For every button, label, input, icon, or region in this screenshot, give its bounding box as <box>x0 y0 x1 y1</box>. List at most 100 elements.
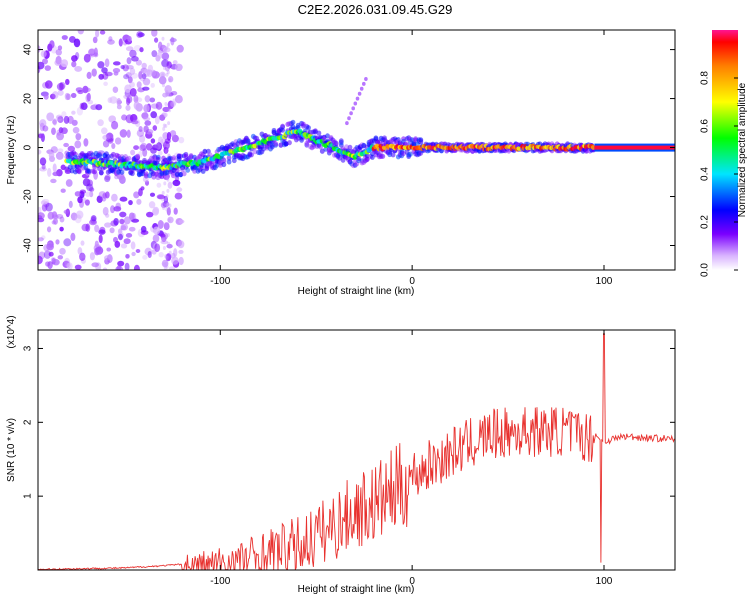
spectrogram-cell <box>150 82 155 88</box>
spectrogram-cell <box>119 129 128 138</box>
spectrogram-cell <box>95 104 103 111</box>
spectrogram-cell <box>57 148 64 153</box>
spectrogram-cell <box>165 145 169 150</box>
spectrogram-cell <box>111 193 118 202</box>
spectrogram-cell <box>161 36 165 41</box>
spectrogram-cell <box>165 222 169 227</box>
spectrogram-cell <box>165 264 169 269</box>
spectrogram-cell <box>166 188 170 193</box>
spectrogram-cell <box>84 199 90 206</box>
spectrogram-cell <box>155 142 162 152</box>
spectrogram-cell <box>57 89 64 96</box>
spectrogram-cell <box>136 81 142 89</box>
spectrogram-cell <box>125 72 132 78</box>
spectrogram-cell <box>141 73 147 80</box>
spectrogram-cell <box>119 218 125 225</box>
spectrogram-cell <box>51 211 58 218</box>
spectrogram-cell <box>138 71 143 80</box>
spectrogram-cell <box>55 151 64 160</box>
spectrogram-cell <box>102 140 110 148</box>
spectrogram-cell <box>98 234 103 244</box>
spectrogram-cell <box>61 111 67 118</box>
spectrogram-cell <box>161 52 170 61</box>
spectrogram-cell <box>67 115 74 124</box>
spectrogram-cell <box>119 211 127 218</box>
spectrogram-cell <box>149 97 156 103</box>
spectrogram-y-tick-label: 20 <box>23 93 34 105</box>
colorbar-label: Normalized spectral amplitude <box>737 82 748 217</box>
spectrogram-cell <box>164 149 168 154</box>
spectrogram-cell <box>337 155 342 161</box>
spectrogram-cell <box>164 84 172 94</box>
spectrogram-cell <box>38 251 46 260</box>
spectrogram-cell <box>161 190 165 195</box>
spectrogram-cell <box>128 200 133 206</box>
spectrogram-cell <box>55 48 62 56</box>
spectrogram-cell <box>54 59 62 66</box>
spectrogram-cell <box>162 262 166 267</box>
spectrogram-cell <box>370 154 375 160</box>
spectrogram-cell <box>171 155 177 161</box>
spectrogram-cell <box>245 138 251 144</box>
spectrogram-cell <box>143 68 151 78</box>
spectrogram-y-tick-label: -20 <box>23 189 34 204</box>
spectrogram-marks <box>38 30 675 270</box>
spectrogram-cell <box>167 207 171 212</box>
spectrogram-cell <box>136 198 142 205</box>
spectrogram-cell <box>99 30 106 35</box>
spectrogram-cell <box>38 237 44 242</box>
spectrogram-cell <box>126 155 132 161</box>
spectrogram-cell <box>163 141 166 146</box>
spectrogram-cell <box>145 211 154 218</box>
spectrogram-cell <box>49 93 56 100</box>
spectrogram-cell <box>55 213 64 219</box>
spectrogram-cell <box>105 191 110 199</box>
spectrogram-cell <box>88 187 95 192</box>
spectrogram-cell <box>162 126 166 131</box>
spectrogram-cell <box>165 194 169 199</box>
spectrogram-cell <box>166 131 172 141</box>
spectrogram-cell <box>168 108 172 113</box>
spectrogram-cell <box>290 119 296 125</box>
spectrogram-x-tick-label: 0 <box>409 276 415 287</box>
spectrogram-cell <box>188 154 194 160</box>
spectrogram-cell <box>125 233 133 238</box>
spectrogram-cell <box>50 146 58 154</box>
snr-x-tick-label: -100 <box>210 576 230 587</box>
spectrogram-cell <box>123 216 131 225</box>
spectrogram-cell <box>161 197 165 202</box>
spectrogram-cell <box>70 92 77 98</box>
spectrogram-cell <box>176 44 184 53</box>
spectrogram-cell <box>113 217 119 226</box>
spectrogram-cell <box>185 167 191 173</box>
spectrogram-cell <box>156 194 165 200</box>
spectrogram-cell <box>76 106 84 116</box>
spectrogram-cell <box>108 36 113 42</box>
spectrogram-cell <box>204 165 210 171</box>
spectrogram-cell <box>55 239 60 245</box>
spectrogram-cell <box>45 202 53 212</box>
spectrogram-cell <box>135 153 141 159</box>
spectrogram-cell <box>158 251 164 258</box>
spectrogram-cell <box>161 73 165 78</box>
chart-title: C2E2.2026.031.09.45.G29 <box>297 2 453 17</box>
spectrogram-cell <box>356 155 361 161</box>
spectrogram-cell <box>157 51 163 59</box>
spectrogram-cell <box>133 145 140 151</box>
spectrogram-cell <box>170 100 176 108</box>
spectrogram-cell <box>165 65 170 72</box>
spectrogram-cell <box>167 121 171 126</box>
spectrogram-cell <box>74 191 81 197</box>
spectrogram-cell <box>83 53 91 63</box>
spectrogram-cell <box>57 116 64 124</box>
snr-scale-label: (x10^4) <box>6 315 17 348</box>
spectrogram-cell <box>178 136 185 144</box>
spectrogram-cell <box>91 215 97 222</box>
spectrogram-cell <box>38 61 45 70</box>
spectrogram-cell <box>355 96 360 101</box>
spectrogram-cell <box>125 114 134 124</box>
spectrogram-cell <box>128 212 135 220</box>
spectrogram-cell <box>357 91 362 96</box>
spectrogram-cell <box>161 259 169 268</box>
spectrogram-cell <box>129 67 136 75</box>
